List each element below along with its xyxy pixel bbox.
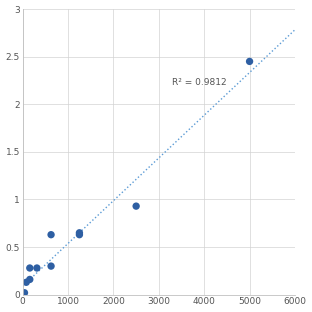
Point xyxy=(77,230,82,235)
Point xyxy=(49,264,54,269)
Point xyxy=(27,266,32,271)
Point xyxy=(27,277,32,282)
Point xyxy=(20,292,25,297)
Point xyxy=(247,59,252,64)
Point xyxy=(134,204,139,209)
Point xyxy=(77,232,82,237)
Point xyxy=(34,266,39,271)
Point xyxy=(24,280,29,285)
Text: R² = 0.9812: R² = 0.9812 xyxy=(173,78,227,87)
Point xyxy=(49,232,54,237)
Point xyxy=(22,290,27,295)
